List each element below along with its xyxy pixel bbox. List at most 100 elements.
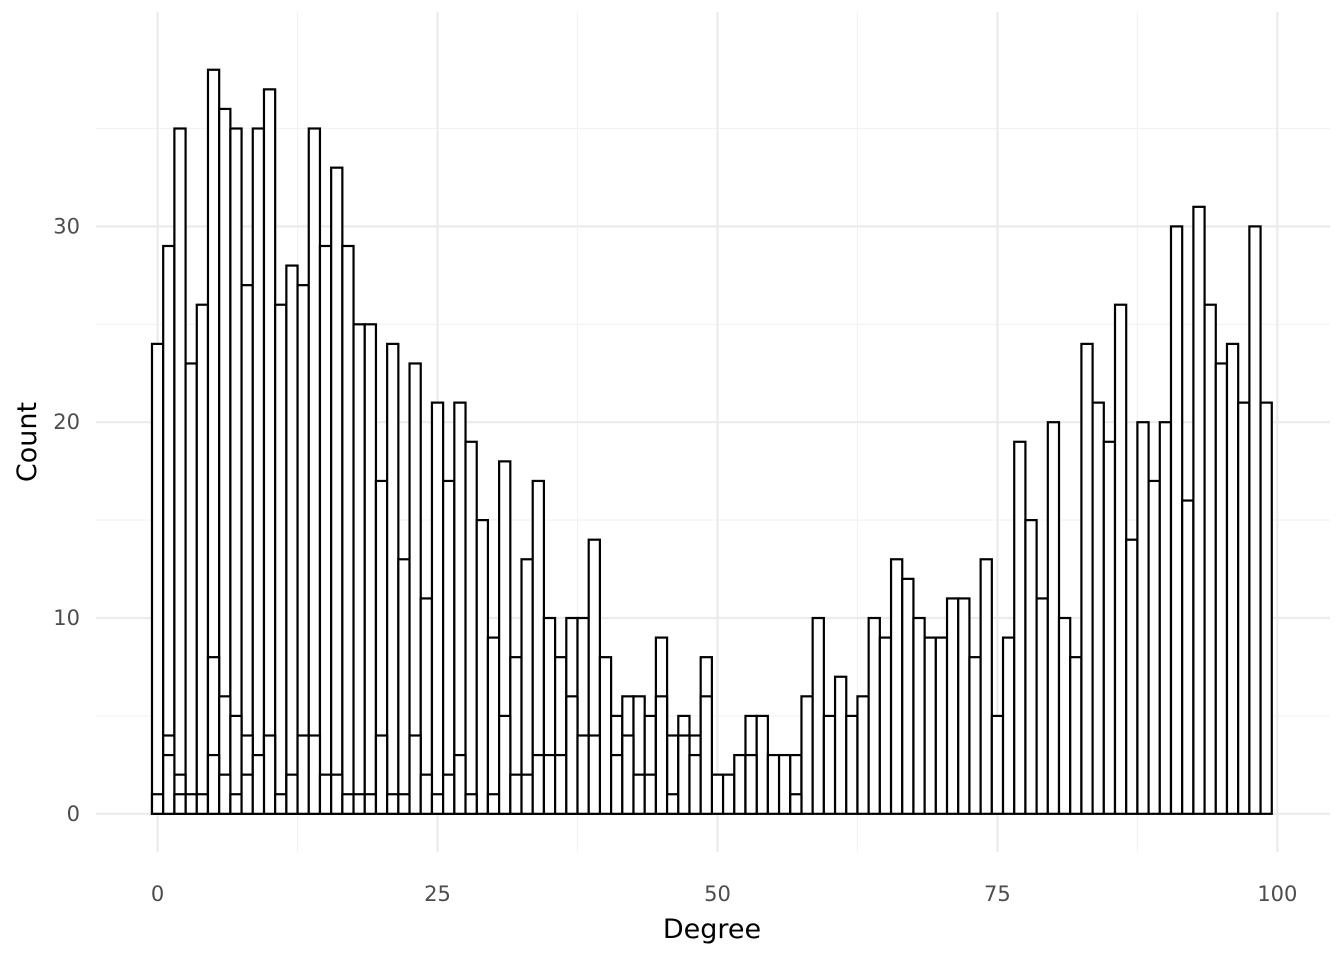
histogram-bar [1259,401,1273,815]
histogram-bar [609,753,624,815]
histogram-bar [341,244,355,815]
histogram-bar [901,577,915,815]
histogram-bar [699,695,713,815]
x-axis-tick-labels: 0 25 50 75 100 [151,882,1298,906]
histogram-bar [1214,362,1229,815]
histogram-bar [464,793,478,815]
histogram-bar [777,753,792,815]
histogram-bar [990,714,1005,815]
histogram-bar [374,734,389,815]
histogram-bar [833,675,848,815]
histogram-bar [1035,597,1049,815]
histogram-bar [262,734,277,815]
histogram-bar [464,440,478,815]
histogram-bar [509,773,523,815]
histogram-bar [363,793,378,815]
histogram-bar [1181,499,1195,815]
histogram-bar [195,303,210,815]
histogram-bar [1158,421,1173,815]
histogram-bar [1080,342,1094,815]
y-tick-label: 20 [53,410,80,434]
histogram-bar [251,753,266,815]
histogram-bar [296,734,310,815]
histogram-bar [173,793,187,815]
histogram-bar [1046,421,1061,815]
histogram-bar [162,753,176,815]
histogram-bar [710,773,725,815]
histogram-bar [867,616,881,815]
histogram-bar [1069,656,1083,815]
histogram-bar [945,597,960,815]
histogram-bar [363,323,378,815]
histogram-bar [1169,225,1184,815]
histogram-bar [912,616,926,815]
histogram-bar [845,714,859,815]
histogram-bar [755,714,769,815]
x-tick-label: 0 [151,882,164,906]
histogram-bar [386,793,400,815]
histogram-bar [968,656,982,815]
histogram-bar [397,558,411,815]
histogram-bar [1013,440,1027,815]
histogram-bar [1237,401,1251,815]
y-tick-label: 30 [53,214,80,238]
x-tick-label: 100 [1257,882,1297,906]
x-tick-label: 75 [984,882,1011,906]
histogram-bar [442,773,456,815]
histogram-bar [766,753,781,815]
histogram-bar [822,714,837,815]
histogram-bar [352,793,366,815]
histogram-bar [565,695,579,815]
histogram-bar [1248,225,1262,815]
histogram-bar [1113,303,1128,815]
histogram-bar [889,558,904,815]
histogram-bar [475,519,490,815]
histogram-bar [498,714,512,815]
histogram-bar [576,734,590,815]
histogram-bar [285,264,299,815]
y-tick-label: 0 [67,802,80,826]
histogram-bar [251,127,266,815]
histogram-bar [923,636,937,815]
histogram-bar [307,127,322,815]
histogram-bar [1136,421,1150,815]
histogram-bar [1091,401,1105,815]
histogram-bar [386,342,400,815]
histogram-bar [206,753,221,815]
histogram-bar [654,695,669,815]
histogram-bar [1057,616,1072,815]
histogram-bar [397,793,411,815]
histogram-bar [330,773,344,815]
y-axis-tick-labels: 0 10 20 30 [53,214,80,825]
histogram-bar [430,401,445,815]
histogram-bar [453,753,467,815]
histogram-bar [531,753,546,815]
y-axis-title: Count [12,402,43,482]
histogram-bar [643,773,657,815]
histogram-bar [957,597,971,815]
histogram-bar [621,734,635,815]
histogram-bar [598,656,613,815]
histogram-bar [554,753,568,815]
histogram-bar [262,88,277,815]
histogram-bar [733,753,747,815]
histogram-bar [352,323,366,815]
histogram-bar [856,695,870,815]
histogram-bar [162,244,176,815]
histogram-bar [184,362,198,815]
histogram-bar [789,793,803,815]
histogram-bar [1102,440,1117,815]
histogram-bar [721,773,736,815]
histogram-bar [688,753,702,815]
histogram-bar [665,793,680,815]
histogram-bar [150,342,165,815]
x-tick-label: 25 [424,882,451,906]
x-tick-label: 50 [704,882,731,906]
histogram-bar [542,753,557,815]
histogram-bar [307,734,322,815]
histogram-bar [150,793,165,815]
histogram-bar [419,773,434,815]
histogram-bar [811,616,825,815]
histogram-bar [1147,479,1161,815]
